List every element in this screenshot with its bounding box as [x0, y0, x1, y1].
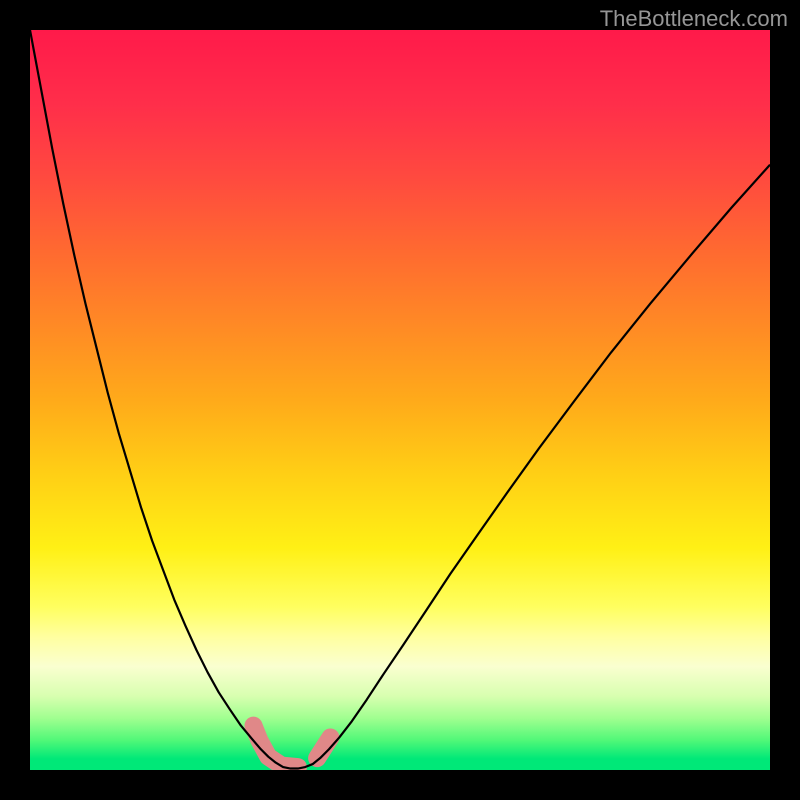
gradient-background	[30, 30, 770, 770]
bottleneck-curve-chart	[30, 30, 770, 770]
watermark-text: TheBottleneck.com	[600, 6, 788, 32]
plot-area	[30, 30, 770, 770]
